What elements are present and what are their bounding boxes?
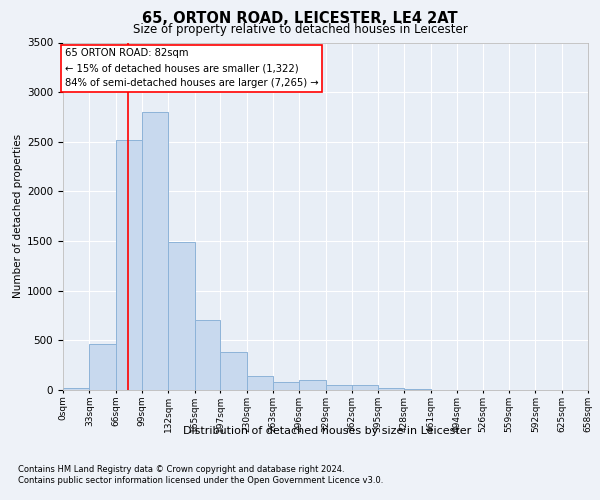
Bar — [404, 389, 431, 390]
Bar — [378, 388, 404, 390]
Text: 65 ORTON ROAD: 82sqm
← 15% of detached houses are smaller (1,322)
84% of semi-de: 65 ORTON ROAD: 82sqm ← 15% of detached h… — [65, 48, 318, 88]
Bar — [352, 385, 378, 390]
Text: Distribution of detached houses by size in Leicester: Distribution of detached houses by size … — [183, 426, 471, 436]
Text: 65, ORTON ROAD, LEICESTER, LE4 2AT: 65, ORTON ROAD, LEICESTER, LE4 2AT — [142, 11, 458, 26]
Text: Contains HM Land Registry data © Crown copyright and database right 2024.: Contains HM Land Registry data © Crown c… — [18, 465, 344, 474]
Bar — [273, 382, 299, 390]
Bar — [194, 320, 220, 390]
Text: Size of property relative to detached houses in Leicester: Size of property relative to detached ho… — [133, 22, 467, 36]
Bar — [142, 112, 169, 390]
Bar — [89, 344, 116, 390]
Bar — [116, 140, 142, 390]
Text: Contains public sector information licensed under the Open Government Licence v3: Contains public sector information licen… — [18, 476, 383, 485]
Bar — [299, 380, 325, 390]
Y-axis label: Number of detached properties: Number of detached properties — [13, 134, 23, 298]
Bar — [63, 388, 89, 390]
Bar — [247, 376, 273, 390]
Bar — [169, 242, 194, 390]
Bar — [325, 384, 352, 390]
Bar — [220, 352, 247, 390]
